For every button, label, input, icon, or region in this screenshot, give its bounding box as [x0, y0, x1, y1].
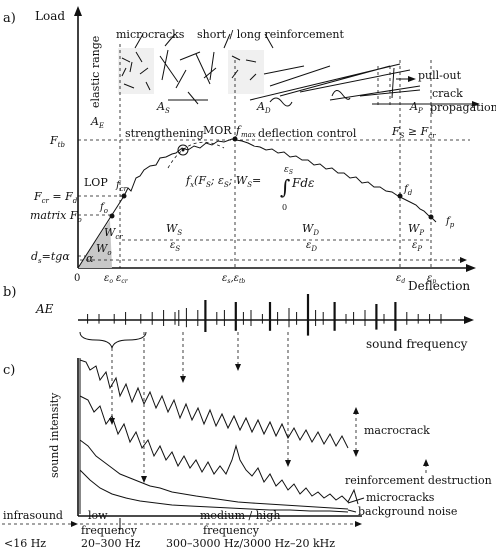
svg-text:εP: εP — [412, 240, 422, 253]
panel-b-label: b) — [3, 285, 16, 300]
fd-label: fd — [403, 184, 413, 197]
low-label: low — [88, 509, 108, 522]
svg-text:εd: εd — [396, 273, 405, 285]
svg-text:εo: εo — [104, 273, 113, 285]
pull-out-label: pull-out — [418, 69, 462, 82]
zone-markers: A E A S A D A P — [90, 100, 423, 130]
svg-text:εp: εp — [427, 273, 436, 285]
svg-text:0: 0 — [282, 203, 287, 212]
microcracks-label: microcracks — [116, 28, 185, 41]
fo-label: fo — [99, 202, 108, 215]
label-AP: A — [409, 100, 418, 113]
label-AE-sub: E — [98, 122, 104, 130]
propagation-label: propagation — [430, 101, 496, 114]
sound-intensity-label: sound intensity — [48, 392, 61, 478]
svg-text:0: 0 — [74, 273, 80, 284]
f-300-3000-label: 300–3000 Hz/3000 Hz–20 kHz — [166, 537, 335, 550]
fmax-sub: max — [241, 131, 256, 139]
panel-b: b) AE sound frequency — [3, 285, 474, 483]
svg-text:εS: εS — [284, 165, 293, 176]
macrocrack-label: macrocrack — [364, 424, 430, 437]
x-axis-label: Deflection — [408, 279, 470, 293]
Wcr-label: Wcr — [104, 226, 123, 241]
matrix-Fo-label: matrix Fo — [30, 209, 82, 224]
fmax-label: f — [235, 124, 242, 137]
panel-c-label: c) — [3, 363, 15, 378]
panel-c: c) sound intensity macrocrack reinforcem… — [2, 358, 492, 550]
fp-label: fp — [445, 216, 455, 229]
f-lt16-label: <16 Hz — [4, 537, 46, 550]
x-axis-arrow — [466, 264, 476, 272]
Ftb-label: Ftb — [49, 134, 65, 149]
brace — [79, 331, 147, 349]
deflection-control-label: deflection control — [258, 127, 357, 140]
LOP-label: LOP — [84, 176, 108, 189]
f-20-300-label: 20–300 Hz — [81, 537, 141, 550]
microcracks-c-label: microcracks — [366, 491, 435, 504]
work-formula: fx(FS; εS; WS= εS ∫ 0 Fdε — [185, 165, 314, 212]
label-AD-sub: D — [264, 107, 271, 115]
infrasound-label: infrasound — [3, 509, 63, 522]
microstructure-sketch — [118, 33, 480, 108]
label-AD: A — [256, 100, 265, 113]
background-noise-label: background noise — [358, 505, 457, 518]
svg-text:WD: WD — [302, 222, 319, 237]
ds-label: ds=tgα — [31, 250, 70, 265]
svg-text:WP: WP — [408, 222, 424, 237]
svg-text:∫: ∫ — [280, 175, 290, 199]
reinforcement-label: short / long reinforcement — [197, 28, 345, 41]
frequency-high-label: frequency — [203, 524, 260, 537]
frequency-low-label: frequency — [81, 524, 138, 537]
area-Wo — [78, 220, 112, 268]
medium-high-label: medium / high — [200, 509, 280, 522]
fcr-label: fcr — [115, 180, 128, 193]
svg-text:εcr: εcr — [116, 273, 129, 285]
sound-frequency-label: sound frequency — [366, 337, 468, 351]
y-axis-arrow — [74, 6, 82, 16]
svg-text:Fdε: Fdε — [291, 176, 314, 190]
AE-label: AE — [35, 302, 54, 316]
crack-label: crack — [432, 87, 463, 100]
label-AS: A — [156, 100, 165, 113]
spans: WS WD WP εS εD εP — [80, 222, 467, 263]
x-ticks: 0 εo εcr εs,εtb εd εp — [74, 273, 436, 285]
load-curve — [77, 136, 437, 269]
strengthening-label: strengthening — [125, 127, 204, 140]
panel-a-label: a) — [3, 11, 16, 26]
svg-text:εD: εD — [306, 240, 317, 253]
svg-text:WS: WS — [166, 222, 182, 237]
intensity-curves — [79, 358, 359, 514]
ae-down-arrows — [109, 332, 291, 483]
Fcr-Fd-label: Fcr = Fd — [33, 190, 78, 205]
y-axis-label: Load — [35, 9, 65, 23]
reinforcement-destruction-label: reinforcement destruction — [345, 474, 492, 487]
label-AP-sub: P — [417, 107, 423, 115]
label-AS-sub: S — [165, 107, 170, 115]
svg-text:εs,εtb: εs,εtb — [222, 273, 245, 285]
fs-condition: FS ≥ Fcr — [391, 125, 436, 140]
svg-text:εS: εS — [170, 240, 180, 253]
svg-text:fx(FS; εS; WS=: fx(FS; εS; WS= — [185, 174, 261, 189]
frequency-bands: infrasound low medium / high frequency f… — [2, 509, 362, 550]
alpha-label: α — [86, 252, 94, 265]
Wo-label: Wo — [96, 242, 112, 257]
panel-a: a) Load Deflection elastic range microcr… — [3, 6, 496, 293]
ae-bars — [87, 294, 442, 336]
label-AE: A — [90, 115, 99, 128]
elastic-range-label: elastic range — [89, 36, 102, 108]
MOR-label: MOR — [203, 124, 232, 137]
